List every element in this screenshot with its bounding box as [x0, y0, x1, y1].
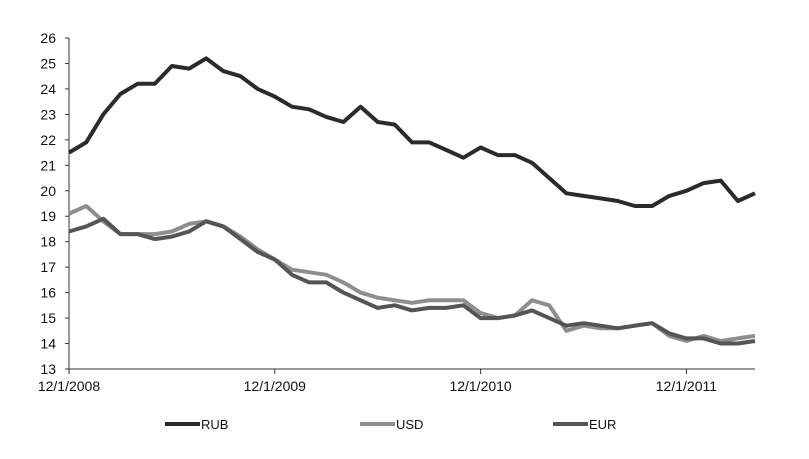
y-tick-label: 20: [40, 183, 56, 199]
y-tick-label: 13: [40, 361, 56, 377]
x-tick-label: 12/1/2008: [38, 378, 100, 394]
series-line-eur: [68, 216, 756, 346]
y-tick-label: 23: [40, 106, 56, 122]
y-tick-label: 18: [40, 234, 56, 250]
y-tick-label: 25: [40, 55, 56, 71]
legend: RUB USD EUR: [165, 417, 616, 432]
legend-label-eur: EUR: [589, 417, 616, 432]
legend-label-usd: USD: [396, 417, 423, 432]
series-line-rub: [67, 56, 756, 208]
y-axis: 13 14 15 16 17 18 19 20 21 22 23 24 25 26: [40, 30, 70, 377]
y-tick-label: 15: [40, 310, 56, 326]
x-axis: 12/1/2008 12/1/2009 12/1/2010 12/1/2011: [38, 368, 755, 394]
x-tick-label: 12/1/2009: [244, 378, 306, 394]
y-tick-label: 24: [40, 81, 56, 97]
x-tick-label: 12/1/2011: [656, 378, 717, 394]
y-tick-label: 21: [40, 157, 56, 173]
series-line-usd: [68, 204, 756, 343]
y-tick-label: 19: [40, 208, 56, 224]
y-tick-label: 26: [40, 30, 56, 46]
y-tick-label: 14: [40, 336, 56, 352]
legend-label-rub: RUB: [201, 417, 228, 432]
y-tick-label: 16: [40, 285, 56, 301]
y-tick-label: 17: [40, 259, 56, 275]
x-tick-label: 12/1/2010: [449, 378, 511, 394]
y-tick-label: 22: [40, 132, 56, 148]
series-lines: [67, 56, 756, 346]
